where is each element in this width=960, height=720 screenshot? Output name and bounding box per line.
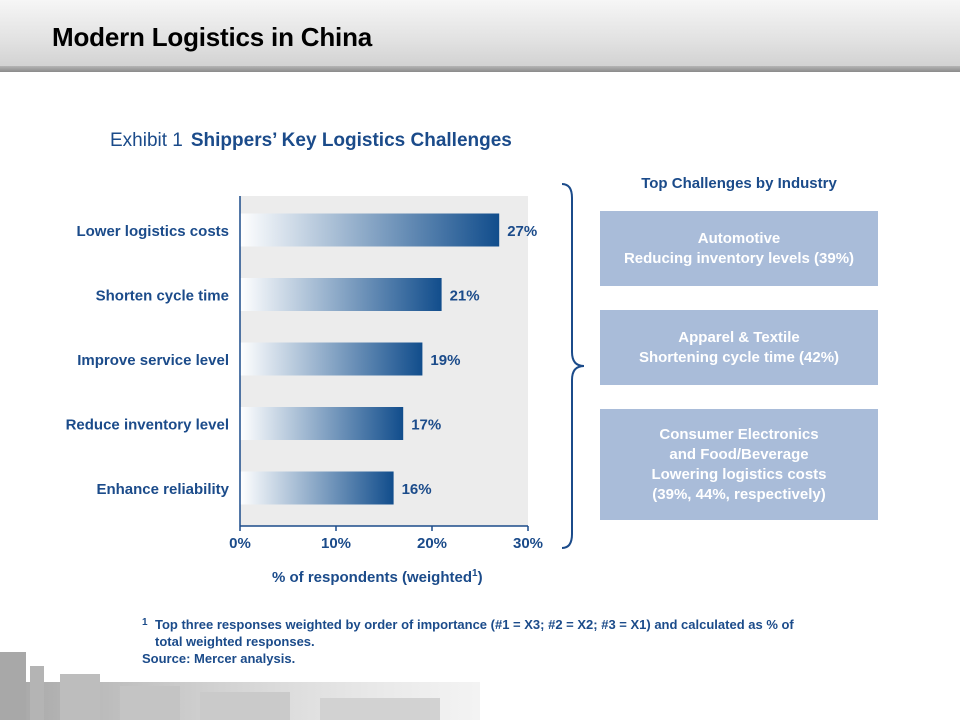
category-label: Reduce inventory level [66,417,229,434]
industry-box-line: Consumer Electronics [659,425,819,443]
industry-box-line: (39%, 44%, respectively) [652,485,826,503]
footnote-source: Source: Mercer analysis. [142,651,296,666]
industry-heading: Top Challenges by Industry [641,175,837,192]
value-label: 19% [430,352,460,369]
x-tick-label: 20% [417,535,447,552]
industry-box-line: Reducing inventory levels (39%) [623,249,855,267]
x-axis-label-footnote-marker: 1 [472,568,478,579]
category-label: Enhance reliability [96,481,229,498]
exhibit-label: Exhibit 1 [110,130,183,151]
industry-box-automotive: Automotive Reducing inventory levels (39… [600,211,878,286]
slide-title: Modern Logistics in China [52,22,373,52]
value-label: 21% [450,288,480,305]
industry-box-apparel: Apparel & Textile Shortening cycle time … [600,310,878,385]
x-axis-label-text: % of respondents (weighted [272,569,473,586]
footnote: 1 Top three responses weighted by order … [142,616,872,667]
x-tick-label: 30% [513,535,543,552]
slide-header [0,0,960,72]
industry-box-line: and Food/Beverage [669,445,809,463]
decorative-skyline-image [0,652,480,720]
industry-box-line: Shortening cycle time (42%) [638,348,840,366]
curly-brace [561,183,585,549]
x-tick-label: 10% [321,535,351,552]
footnote-line: total weighted responses. [155,634,315,649]
category-label: Shorten cycle time [96,288,229,305]
x-axis-label-close: ) [477,569,483,586]
footnote-marker: 1 [142,617,148,628]
category-label: Improve service level [77,352,229,369]
exhibit-title: Shippers’ Key Logistics Challenges [190,130,512,151]
x-tick-label: 0% [229,535,251,552]
exhibit-heading: Exhibit 1 Shippers’ Key Logistics Challen… [110,130,512,152]
bar [240,278,442,311]
footnote-line: Top three responses weighted by order of… [155,617,794,632]
value-label: 16% [402,481,432,498]
bar [240,342,423,376]
bar [240,407,404,440]
header-rule [0,66,960,72]
value-label: 27% [507,223,537,240]
industry-box-electronics: Consumer Electronics and Food/Beverage L… [600,409,878,520]
category-label: Lower logistics costs [76,223,229,240]
industry-box-line: Automotive [697,229,781,247]
industry-box-line: Lowering logistics costs [651,465,827,483]
x-axis-label: % of respondents (weighted1) [272,568,483,586]
industry-box-line: Apparel & Textile [678,328,800,346]
bar [240,213,500,247]
value-label: 17% [411,417,441,434]
bar [240,471,394,505]
